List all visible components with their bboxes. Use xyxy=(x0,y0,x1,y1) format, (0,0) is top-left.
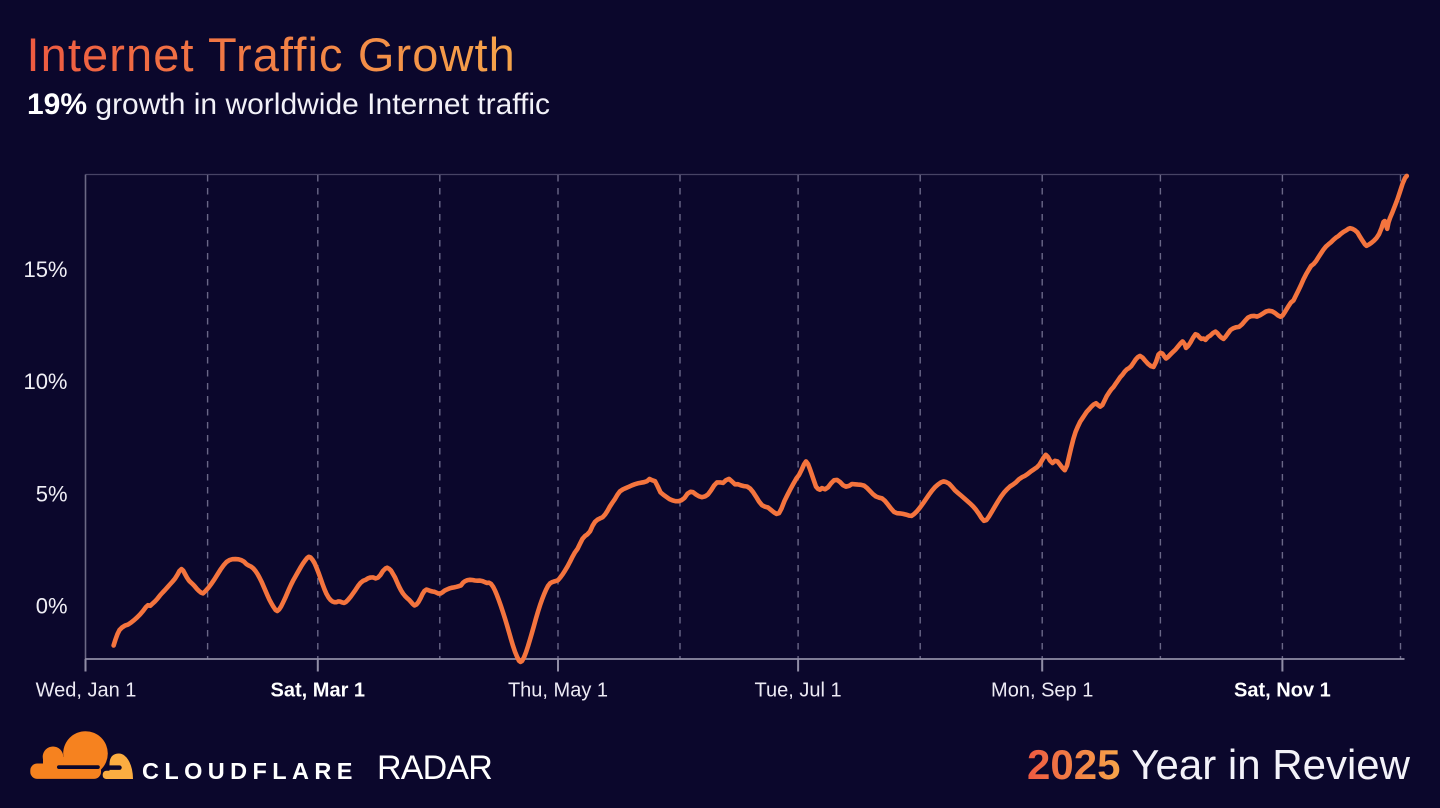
svg-text:0%: 0% xyxy=(36,594,68,619)
svg-text:Sat, Mar 1: Sat, Mar 1 xyxy=(271,680,365,702)
svg-text:Wed, Jan 1: Wed, Jan 1 xyxy=(36,680,137,702)
svg-text:15%: 15% xyxy=(23,257,67,282)
svg-text:5%: 5% xyxy=(36,481,68,506)
svg-text:Mon, Sep 1: Mon, Sep 1 xyxy=(991,680,1093,702)
svg-text:10%: 10% xyxy=(23,369,67,394)
svg-text:Thu, May 1: Thu, May 1 xyxy=(508,680,608,702)
svg-text:Sat, Nov 1: Sat, Nov 1 xyxy=(1234,680,1331,702)
svg-text:Tue, Jul 1: Tue, Jul 1 xyxy=(755,680,842,702)
